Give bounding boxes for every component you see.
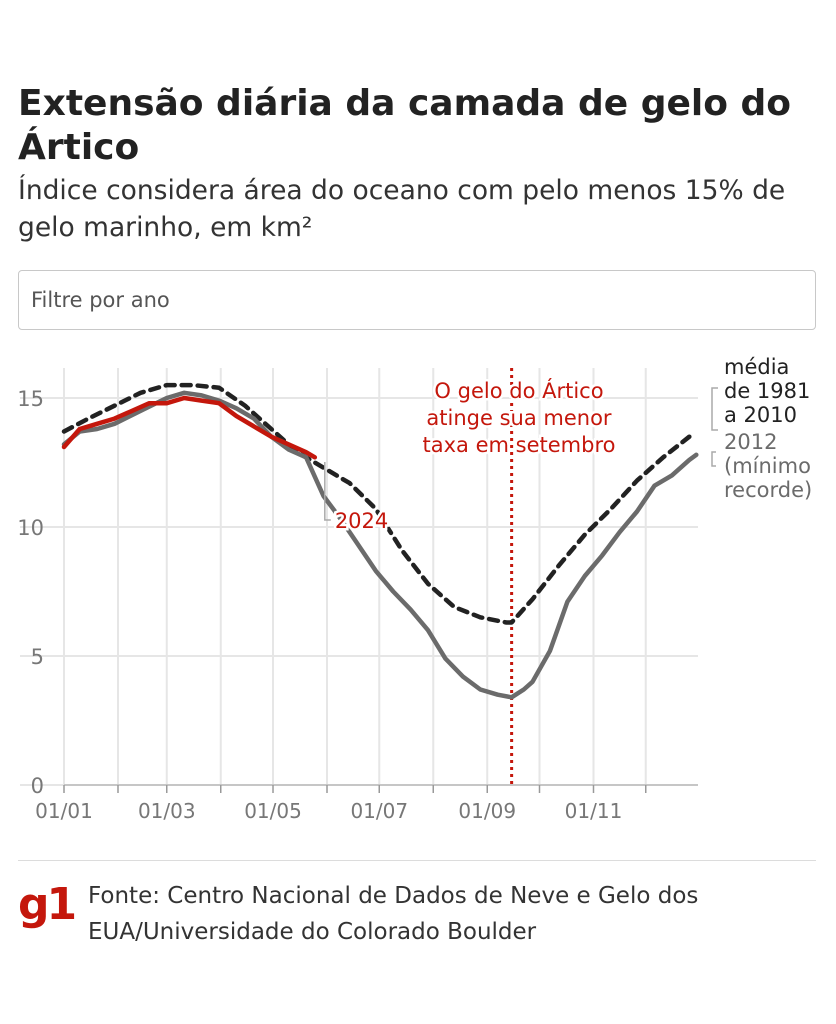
y-tick-label: 0: [31, 774, 44, 798]
average-label-line: de 1981: [724, 379, 810, 403]
g1-logo: g1: [18, 879, 77, 930]
x-tick-label: 01/07: [350, 799, 408, 823]
average-label-line: média: [724, 355, 789, 379]
x-tick-label: 01/11: [565, 799, 623, 823]
record-label-line: (mínimo: [724, 454, 811, 478]
record-2012-line: [61, 390, 699, 700]
y-tick-label: 5: [31, 645, 44, 669]
label-2024-leader: [324, 462, 331, 521]
y-tick-label: 15: [17, 387, 44, 411]
series-lines: [61, 368, 699, 785]
x-tick-label: 01/05: [244, 799, 302, 823]
source-note: Fonte: Centro Nacional de Dados de Neve …: [88, 883, 699, 945]
x-tick-label: 01/09: [458, 799, 516, 823]
record-label-line: recorde): [724, 478, 812, 502]
average-1981-2010-line: [61, 382, 692, 625]
chart-title: Extensão diária da camada de gelo do Árt…: [18, 83, 792, 168]
average-label-line: a 2010: [724, 403, 797, 427]
grid: [20, 368, 698, 786]
footer-divider: [18, 860, 816, 861]
chart-subtitle: Índice considera área do oceano com pelo…: [18, 175, 786, 243]
record-label-bracket: [711, 451, 716, 467]
average-label-bracket: [711, 387, 718, 431]
series-labels: O gelo do Ártico atinge sua menor taxa em …: [324, 355, 812, 536]
annotation-text-line: O gelo do Ártico: [434, 378, 603, 403]
axes: 0 5 10 15 01/01 01/03 01/05 01/07 01/09 01/11: [17, 387, 698, 823]
y-tick-label: 10: [17, 516, 44, 540]
annotation-text-line: atinge sua menor: [426, 406, 612, 430]
sea-ice-line-chart: 0 5 10 15 01/01 01/03 01/05 01/07 01/09 01/11 O g…: [17, 355, 812, 823]
year-2024-line: [61, 395, 318, 460]
year-filter-input[interactable]: [18, 270, 816, 330]
x-tick-label: 01/03: [138, 799, 196, 823]
x-tick-label: 01/01: [35, 799, 93, 823]
label-2024: 2024: [335, 509, 388, 533]
record-label-line: 2012: [724, 430, 777, 454]
annotation-text-line: taxa em setembro: [423, 433, 616, 457]
